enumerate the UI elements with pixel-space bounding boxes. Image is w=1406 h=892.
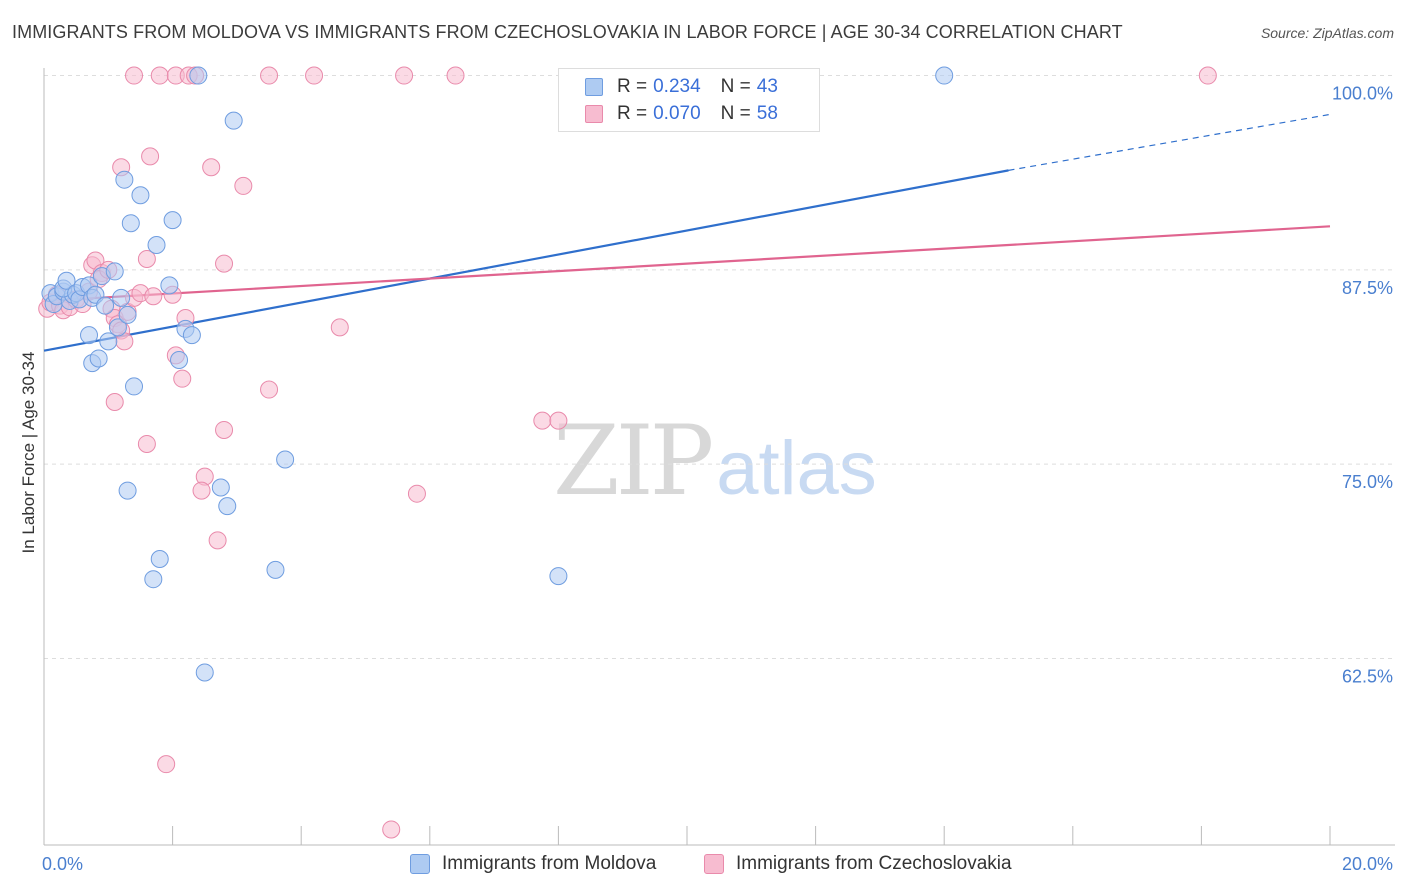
legend-r-label: R = [617, 103, 648, 124]
trend-line-moldova-extension [1008, 113, 1331, 171]
point-czechoslovakia [407, 484, 426, 503]
point-moldova [89, 349, 108, 368]
legend-row-czechoslovakia: R = 0.070 N = 58 [585, 101, 778, 127]
x-tick-label: 0.0% [42, 854, 83, 874]
point-czechoslovakia [305, 66, 324, 85]
point-moldova [182, 326, 201, 345]
point-moldova [266, 560, 285, 579]
correlation-legend: R = 0.234 N = 43 R = 0.070 N = 58 [558, 68, 820, 132]
point-czechoslovakia [215, 254, 234, 273]
point-moldova [170, 351, 189, 370]
point-moldova [96, 296, 115, 315]
point-moldova [224, 111, 243, 130]
point-moldova [211, 478, 230, 497]
point-czechoslovakia [141, 147, 160, 166]
legend-r-value: 0.234 [653, 76, 701, 97]
legend-swatch-moldova [585, 78, 603, 96]
watermark-atlas: atlas [716, 426, 877, 511]
point-czechoslovakia [382, 820, 401, 839]
point-moldova [112, 288, 131, 307]
tick-labels: 62.5% 75.0% 87.5% 100.0% 0.0% 20.0% In Labor F… [19, 84, 1393, 874]
point-moldova [163, 211, 182, 230]
y-tick-label: 100.0% [1332, 84, 1393, 104]
point-moldova [147, 235, 166, 254]
point-czechoslovakia [192, 481, 211, 500]
point-moldova [99, 332, 118, 351]
legend-n-value: 58 [756, 103, 778, 124]
legend-n-label: N = [720, 76, 751, 97]
point-moldova [125, 377, 144, 396]
trend-line-czechoslovakia [43, 225, 1331, 303]
point-czechoslovakia [202, 158, 221, 177]
point-moldova [935, 66, 954, 85]
legend-swatch-czechoslovakia [585, 105, 603, 123]
point-czechoslovakia [137, 434, 156, 453]
point-moldova [549, 567, 568, 586]
axes [43, 68, 1395, 846]
bottom-legend-label-czechoslovakia: Immigrants from Czechoslovakia [736, 853, 1012, 874]
bottom-legend-swatch-czechoslovakia [704, 854, 724, 874]
chart-title: IMMIGRANTS FROM MOLDOVA VS IMMIGRANTS FR… [12, 22, 1123, 42]
point-moldova [195, 663, 214, 682]
bottom-legend-czechoslovakia: Immigrants from Czechoslovakia [704, 852, 1012, 876]
y-tick-label: 62.5% [1342, 666, 1393, 686]
watermark-zip: ZIP [553, 405, 714, 517]
point-czechoslovakia [137, 249, 156, 268]
point-moldova [115, 170, 134, 189]
trend-line-moldova [43, 169, 1009, 352]
point-czechoslovakia [150, 66, 169, 85]
point-moldova [118, 481, 137, 500]
point-czechoslovakia [533, 411, 552, 430]
data-points [38, 66, 1217, 839]
point-czechoslovakia [234, 176, 253, 195]
point-czechoslovakia [395, 66, 414, 85]
legend-row-moldova: R = 0.234 N = 43 [585, 74, 778, 100]
point-moldova [105, 262, 124, 281]
point-moldova [118, 305, 137, 324]
legend-n-value: 43 [756, 76, 778, 97]
point-moldova [144, 570, 163, 589]
bottom-legend-moldova: Immigrants from Moldova [410, 852, 656, 876]
point-czechoslovakia [215, 420, 234, 439]
point-czechoslovakia [144, 287, 163, 306]
point-moldova [189, 66, 208, 85]
legend-n-label: N = [720, 103, 751, 124]
bottom-legend-label-moldova: Immigrants from Moldova [442, 853, 657, 874]
point-czechoslovakia [1198, 66, 1217, 85]
watermark: ZIPatlas [553, 405, 877, 517]
point-czechoslovakia [260, 66, 279, 85]
y-tick-label: 87.5% [1342, 278, 1393, 298]
x-tick-label: 20.0% [1342, 854, 1393, 874]
point-moldova [121, 214, 140, 233]
legend-r-label: R = [617, 76, 648, 97]
point-czechoslovakia [208, 531, 227, 550]
point-moldova [276, 450, 295, 469]
point-moldova [80, 326, 99, 345]
point-moldova [131, 186, 150, 205]
grid-lines [44, 75, 1395, 659]
point-czechoslovakia [446, 66, 465, 85]
source-note: Source: ZipAtlas.com [1260, 25, 1394, 41]
point-moldova [108, 318, 127, 337]
point-czechoslovakia [125, 66, 144, 85]
point-moldova [218, 497, 237, 516]
point-moldova [150, 549, 169, 568]
bottom-legend-swatch-moldova [410, 854, 430, 874]
point-moldova [160, 276, 179, 295]
point-czechoslovakia [157, 755, 176, 774]
trend-lines [43, 113, 1331, 352]
point-czechoslovakia [260, 380, 279, 399]
point-moldova [57, 271, 76, 290]
point-czechoslovakia [173, 369, 192, 388]
point-czechoslovakia [105, 392, 124, 411]
point-czechoslovakia [330, 318, 349, 337]
legend-r-value: 0.070 [653, 103, 701, 124]
point-czechoslovakia [549, 411, 568, 430]
y-tick-label: 75.0% [1342, 472, 1393, 492]
y-axis-label: In Labor Force | Age 30-34 [19, 352, 38, 554]
